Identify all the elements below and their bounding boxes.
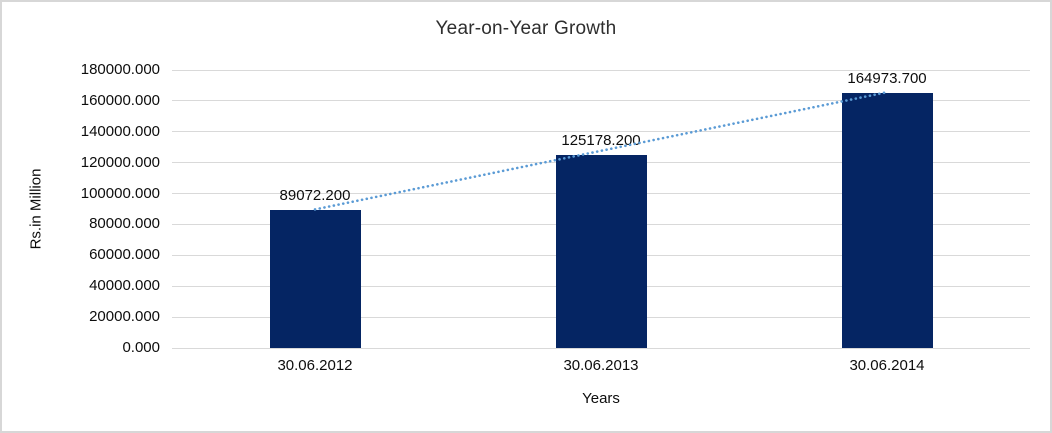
y-tick-label: 100000.000 xyxy=(80,184,160,202)
bar xyxy=(841,93,933,348)
y-tick-label: 60000.000 xyxy=(89,246,160,264)
y-tick-label: 120000.000 xyxy=(80,153,160,171)
bar xyxy=(269,210,361,348)
chart-title: Year-on-Year Growth xyxy=(435,18,617,39)
x-tick-label: 30.06.2013 xyxy=(563,357,639,374)
plot-area: 89072.200 125178.200 164973.700 xyxy=(172,69,1030,349)
y-tick-label: 20000.000 xyxy=(89,308,160,326)
bar-data-label: 89072.200 xyxy=(279,187,351,205)
gridline xyxy=(172,69,1030,71)
bar-data-label: 125178.200 xyxy=(561,131,641,149)
y-axis-tick-labels: 0.000 20000.000 40000.000 60000.000 80000.00… xyxy=(2,61,160,356)
gridline xyxy=(172,100,1030,102)
y-tick-label: 80000.000 xyxy=(89,215,160,233)
y-tick-label: 140000.000 xyxy=(80,122,160,140)
x-axis-tick-labels: 30.06.2012 30.06.2013 30.06.2014 xyxy=(172,357,1030,377)
x-axis-title: Years xyxy=(582,390,620,407)
x-tick-label: 30.06.2012 xyxy=(277,357,353,374)
x-tick-label: 30.06.2014 xyxy=(849,357,925,374)
bar xyxy=(555,154,647,348)
y-tick-label: 160000.000 xyxy=(80,91,160,109)
y-tick-label: 0.000 xyxy=(122,339,160,356)
bar-data-label: 164973.700 xyxy=(847,70,927,88)
gridline xyxy=(172,131,1030,133)
x-axis-line xyxy=(172,347,1030,349)
y-tick-label: 180000.000 xyxy=(80,61,160,78)
trendline xyxy=(313,90,889,211)
y-tick-label: 40000.000 xyxy=(89,277,160,295)
